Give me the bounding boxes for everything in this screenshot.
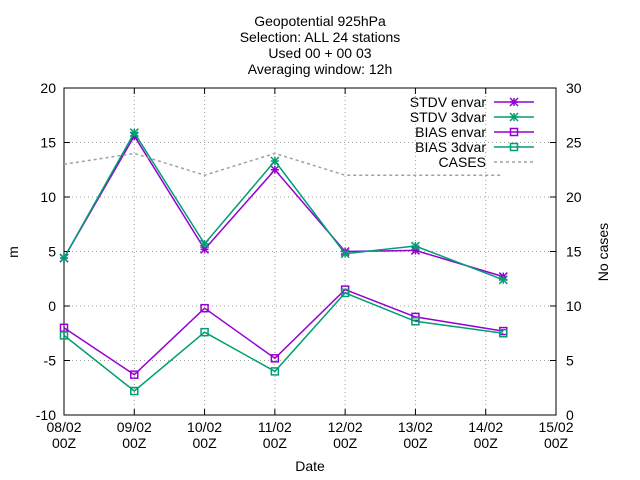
title-line: Geopotential 925hPa: [254, 13, 386, 29]
x-tick-label: 15/02: [538, 419, 573, 435]
x-tick-label: 13/02: [398, 419, 433, 435]
grid-lines: [64, 88, 556, 415]
data-point-star: [340, 249, 350, 259]
x-tick-label-hour: 00Z: [474, 435, 499, 451]
y2-axis-ticks: 0 5 10 15 20 25 30: [550, 80, 582, 423]
x-tick-label-hour: 00Z: [122, 435, 147, 451]
data-point-square: [200, 303, 209, 313]
y-axis-label: m: [5, 246, 21, 258]
y2-tick-label: 10: [566, 298, 582, 314]
y2-tick-label: 0: [566, 407, 574, 423]
series-line-bias-envar: [63, 288, 504, 376]
x-axis-ticks: 08/0200Z09/0200Z10/0200Z11/0200Z12/0200Z…: [46, 88, 574, 451]
data-point-star: [410, 241, 420, 251]
data-point-square: [411, 312, 420, 322]
data-point-square: [499, 329, 508, 338]
y2-tick-label: 5: [566, 353, 574, 369]
x-tick-label: 11/02: [258, 419, 292, 435]
data-point-square: [130, 370, 139, 379]
data-point-square: [411, 317, 420, 326]
x-tick-label: 08/02: [46, 419, 81, 435]
y-tick-label: 10: [40, 189, 56, 205]
y-tick-label: -10: [36, 407, 56, 423]
y-tick-label: -5: [44, 353, 57, 369]
data-point-star: [270, 156, 280, 166]
data-point-star: [129, 128, 139, 138]
legend-label: STDV 3dvar: [410, 109, 487, 125]
y2-tick-label: 25: [566, 135, 582, 151]
series-line-bias-3dvar: [63, 292, 504, 392]
data-point-square: [270, 367, 280, 376]
data-point-star: [59, 253, 69, 263]
y-tick-label: 0: [48, 298, 56, 314]
y2-tick-label: 15: [566, 244, 582, 260]
x-tick-label-hour: 00Z: [544, 435, 569, 451]
data-point-star: [270, 165, 280, 175]
series-lines: [59, 128, 508, 396]
legend-label: CASES: [439, 154, 486, 170]
x-tick-label: 14/02: [468, 419, 503, 435]
data-point-square: [130, 386, 139, 396]
y-tick-label: 5: [48, 244, 56, 260]
data-point-square: [270, 354, 280, 363]
data-point-square: [59, 331, 69, 340]
legend-label: BIAS 3dvar: [415, 139, 486, 155]
data-point-star: [509, 97, 519, 107]
x-tick-label: 12/02: [328, 419, 363, 435]
legend-label: BIAS envar: [415, 124, 486, 140]
x-tick-label-hour: 00Z: [193, 435, 218, 451]
y2-tick-label: 30: [566, 80, 582, 96]
x-tick-label-hour: 00Z: [333, 435, 358, 451]
data-point-star: [200, 239, 210, 249]
y-tick-label: 15: [40, 135, 56, 151]
y-tick-label: 20: [40, 80, 56, 96]
legend-label: STDV envar: [410, 94, 487, 110]
x-tick-label: 10/02: [187, 419, 222, 435]
y-axis-ticks: -10 -5 0 5 10 15 20: [36, 80, 70, 423]
y2-axis-label: No cases: [595, 223, 611, 281]
data-point-square: [509, 127, 519, 137]
x-axis-label: Date: [295, 458, 325, 474]
x-tick-label-hour: 00Z: [403, 435, 428, 451]
x-tick-label-hour: 00Z: [263, 435, 288, 451]
x-tick-label: 09/02: [117, 419, 152, 435]
x-tick-label-hour: 00Z: [52, 435, 77, 451]
data-point-star: [509, 112, 519, 122]
data-point-square: [340, 288, 350, 298]
y2-tick-label: 20: [566, 189, 582, 205]
data-point-square: [200, 327, 209, 337]
series-line-cases: [63, 152, 504, 176]
title-line: Averaging window: 12h: [248, 61, 393, 77]
title-line: Selection: ALL 24 stations: [240, 29, 401, 45]
title-line: Used 00 + 00 03: [268, 45, 371, 61]
data-point-star: [498, 275, 508, 285]
data-point-square: [509, 142, 519, 152]
series-line-stdv-envar: [63, 134, 504, 278]
